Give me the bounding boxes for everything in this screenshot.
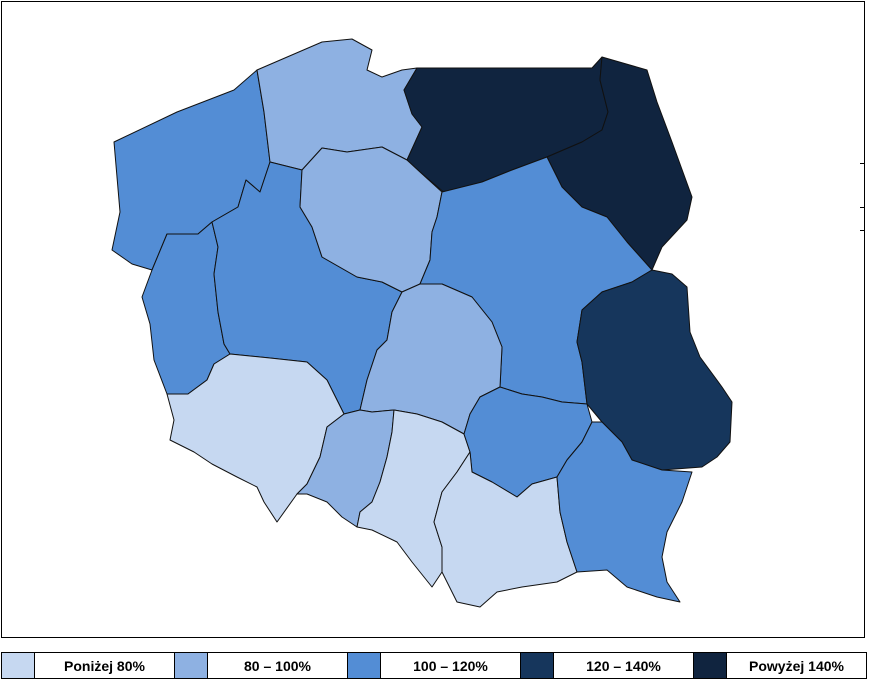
legend-label: 100 – 120% [413, 657, 488, 674]
region-podkarpackie[interactable] [556, 421, 693, 603]
axis-tick [860, 207, 864, 208]
legend-item-above-140: Powyżej 140% [693, 652, 867, 679]
map-frame [1, 1, 865, 638]
legend-swatch [2, 653, 35, 678]
legend-swatch [348, 653, 381, 678]
axis-tick [860, 230, 864, 231]
poland-map [111, 38, 733, 608]
axis-tick [860, 163, 864, 164]
legend-label: 80 – 100% [244, 657, 311, 674]
legend-item-120-140: 120 – 140% [520, 652, 693, 679]
legend-swatch [521, 653, 554, 678]
map-legend: Poniżej 80% 80 – 100% 100 – 120% 120 – 1… [1, 652, 867, 679]
legend-item-below-80: Poniżej 80% [1, 652, 174, 679]
legend-swatch [694, 653, 727, 678]
legend-label: Powyżej 140% [749, 657, 844, 674]
legend-label: 120 – 140% [586, 657, 661, 674]
legend-item-80-100: 80 – 100% [174, 652, 347, 679]
legend-label: Poniżej 80% [64, 657, 145, 674]
legend-item-100-120: 100 – 120% [347, 652, 520, 679]
legend-swatch [175, 653, 208, 678]
